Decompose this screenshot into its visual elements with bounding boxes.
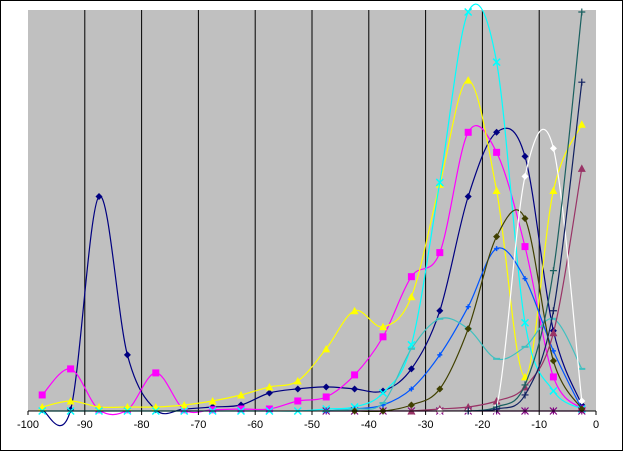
- data-point: [265, 389, 273, 397]
- data-point: [494, 246, 500, 252]
- data-point: [208, 396, 217, 405]
- data-point: [492, 186, 501, 194]
- data-point: [464, 192, 472, 200]
- data-point: [464, 76, 473, 84]
- data-point: [465, 304, 471, 310]
- x-tick-label: -90: [77, 419, 93, 431]
- data-point: [549, 144, 557, 152]
- x-tick-label: 0: [593, 419, 599, 431]
- data-point: [436, 307, 444, 315]
- x-tick-label: -70: [190, 419, 206, 431]
- data-point: [180, 406, 188, 414]
- data-point: [578, 78, 586, 86]
- x-tick-label: -60: [247, 419, 263, 431]
- data-point: [549, 373, 557, 381]
- x-tick-label: -50: [304, 419, 320, 431]
- data-point: [549, 186, 558, 194]
- data-point: [407, 340, 416, 349]
- data-point: [549, 328, 558, 337]
- data-point: [350, 306, 359, 315]
- data-point: [237, 405, 245, 413]
- data-point: [67, 365, 75, 373]
- data-point: [464, 402, 473, 411]
- data-point: [521, 152, 529, 160]
- data-point: [436, 385, 444, 393]
- x-tick-label: -80: [134, 419, 150, 431]
- data-point: [407, 273, 415, 281]
- data-point: [407, 401, 415, 409]
- data-point: [378, 388, 388, 397]
- data-point: [407, 365, 415, 373]
- data-point: [578, 8, 586, 16]
- data-point: [351, 385, 359, 393]
- x-tick-label: -40: [361, 419, 377, 431]
- x-tick-label: -100: [17, 419, 39, 431]
- data-point: [549, 307, 557, 315]
- data-point: [379, 387, 387, 395]
- data-point: [435, 178, 444, 187]
- data-point: [322, 344, 331, 353]
- data-point: [521, 215, 529, 223]
- data-point: [436, 249, 444, 257]
- series-line: [326, 317, 583, 412]
- data-point: [294, 385, 302, 393]
- data-point: [492, 396, 501, 405]
- data-point: [351, 371, 359, 379]
- data-point: [322, 393, 330, 401]
- data-point: [322, 383, 330, 391]
- data-point: [123, 351, 131, 359]
- data-point: [577, 164, 586, 172]
- data-point: [493, 233, 501, 241]
- data-point: [493, 128, 501, 136]
- data-point: [379, 322, 387, 331]
- data-point: [209, 406, 217, 414]
- data-point: [265, 405, 273, 413]
- data-point: [379, 333, 387, 341]
- data-point: [521, 381, 529, 389]
- data-point: [265, 382, 274, 391]
- data-point: [521, 391, 529, 399]
- data-point: [464, 128, 472, 136]
- data-point: [237, 390, 245, 399]
- data-point: [66, 396, 75, 405]
- data-point: [577, 120, 586, 128]
- series-line: [42, 79, 583, 409]
- data-point: [492, 58, 501, 67]
- data-point: [578, 397, 586, 405]
- series-8: [351, 209, 586, 415]
- data-point: [38, 391, 46, 399]
- data-point: [493, 148, 501, 156]
- data-point: [95, 192, 103, 200]
- data-point: [549, 357, 557, 365]
- series-line: [354, 209, 583, 413]
- series-3: [38, 76, 586, 411]
- x-axis-ticks: -100 -90 -80 -70 -60 -50 -40 -30 -20 -10 0: [17, 411, 599, 431]
- x-tick-label: -20: [474, 419, 490, 431]
- x-tick-label: -30: [418, 419, 434, 431]
- data-point: [464, 7, 473, 17]
- data-point: [437, 352, 443, 358]
- data-point: [520, 318, 530, 327]
- data-point: [521, 172, 529, 180]
- data-point: [293, 376, 302, 385]
- data-point: [152, 369, 160, 377]
- x-tick-label: -10: [531, 419, 547, 431]
- data-point: [180, 400, 189, 409]
- data-point: [522, 276, 528, 282]
- data-point: [549, 386, 558, 395]
- data-point: [408, 386, 414, 392]
- data-point: [521, 243, 529, 251]
- data-point: [550, 348, 556, 354]
- data-point: [464, 325, 472, 333]
- data-point: [294, 397, 302, 405]
- data-point: [549, 267, 557, 275]
- data-point: [407, 292, 416, 301]
